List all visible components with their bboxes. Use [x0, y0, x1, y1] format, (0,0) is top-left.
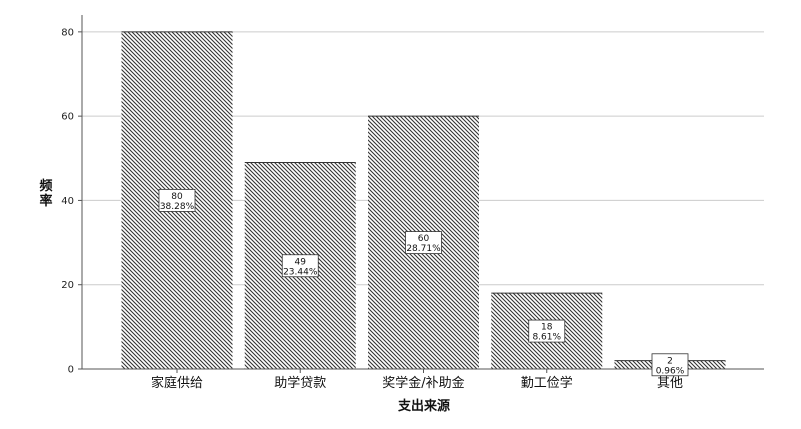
- y-tick-label: 0: [68, 365, 74, 376]
- category-label: 奖学金/补助金: [382, 375, 464, 391]
- y-tick-label: 80: [61, 27, 74, 38]
- axes: 0 20 40 60 80 家庭供给 助学贷款 奖学金/补助金 勤工俭学 其他: [61, 15, 764, 391]
- category-label: 勤工俭学: [521, 375, 573, 391]
- data-label-count: 18: [541, 323, 553, 333]
- category-label: 家庭供给: [151, 375, 203, 391]
- x-axis-title: 支出来源: [397, 398, 450, 414]
- data-label-percent: 28.71%: [406, 244, 441, 254]
- y-axis-title: 频率: [39, 178, 52, 209]
- y-tick-label: 40: [61, 196, 74, 207]
- category-label: 助学贷款: [274, 375, 326, 391]
- data-label-box: [158, 189, 196, 212]
- y-tick-label: 20: [61, 280, 74, 291]
- data-label-4: 20.96%: [651, 353, 689, 377]
- data-label-count: 80: [171, 192, 183, 202]
- data-label-count: 60: [418, 234, 430, 244]
- y-axis-title-char: 频: [39, 178, 52, 194]
- data-label-percent: 8.61%: [532, 333, 561, 343]
- y-tick-label: 60: [61, 112, 74, 123]
- data-label-box: [281, 254, 319, 278]
- data-label-count: 2: [667, 356, 673, 366]
- data-label-percent: 23.44%: [283, 267, 318, 277]
- data-label-count: 49: [295, 257, 307, 267]
- data-label-3: 188.61%: [528, 319, 566, 343]
- category-label: 其他: [657, 376, 683, 391]
- data-label-percent: 0.96%: [656, 366, 685, 376]
- y-axis-title-char: 率: [39, 193, 52, 209]
- data-label-box: [528, 319, 566, 343]
- data-label-box: [651, 353, 689, 377]
- data-label-box: [405, 231, 442, 254]
- data-label-percent: 38.28%: [160, 202, 195, 212]
